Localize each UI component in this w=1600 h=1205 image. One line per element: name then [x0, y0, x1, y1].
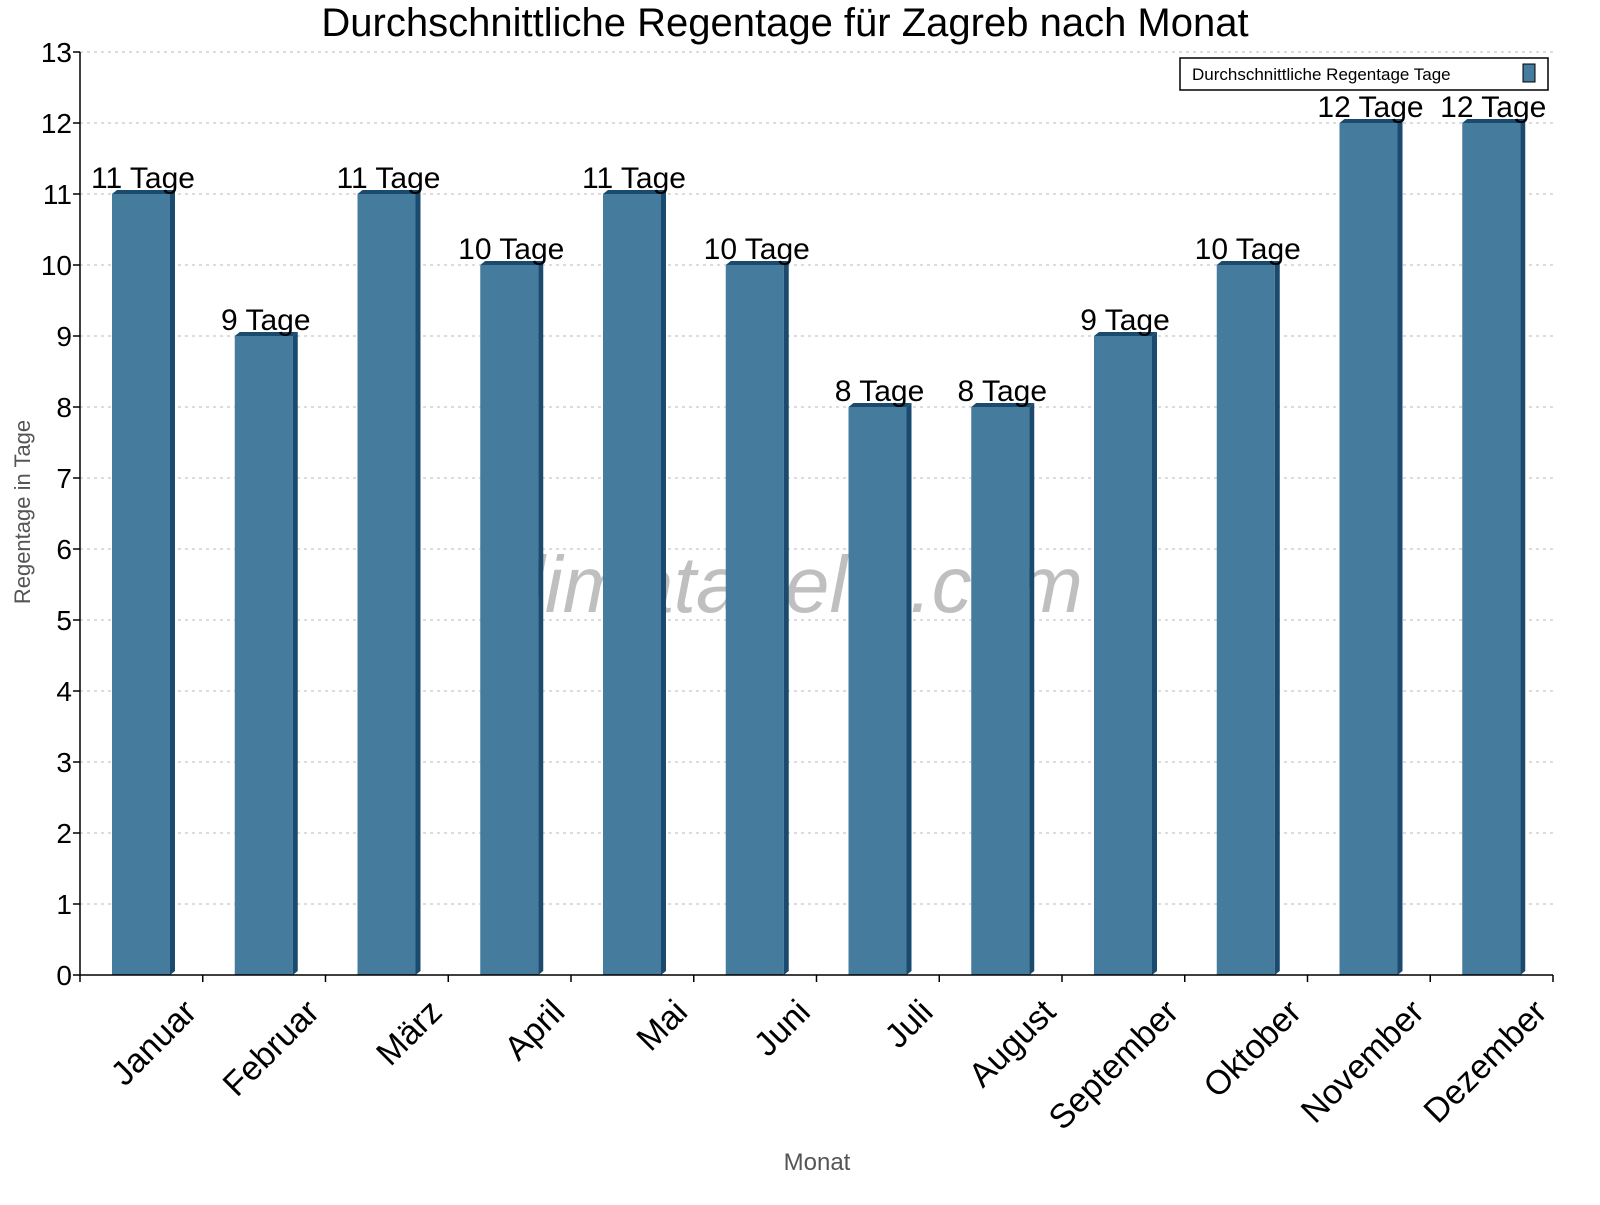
y-tick-label: 3	[56, 747, 72, 778]
bar-side	[415, 190, 421, 975]
data-label: 12 Tage	[1317, 91, 1423, 124]
bar-side	[292, 332, 298, 975]
y-tick-label: 7	[56, 463, 72, 494]
bar-side	[1520, 119, 1526, 975]
y-tick-label: 10	[41, 250, 72, 281]
data-label: 10 Tage	[1195, 233, 1301, 266]
y-tick-label: 4	[56, 676, 72, 707]
bar	[848, 407, 907, 975]
x-tick-label: Mai	[629, 993, 695, 1059]
x-tick-label: März	[369, 993, 449, 1073]
legend-label: Durchschnittliche Regentage Tage	[1192, 65, 1451, 84]
data-label: 9 Tage	[1080, 304, 1170, 337]
bar-top	[971, 403, 1035, 407]
y-tick-label: 6	[56, 534, 72, 565]
bar	[112, 194, 170, 975]
bar	[234, 336, 293, 975]
bar-top	[1094, 332, 1157, 336]
data-label: 11 Tage	[91, 162, 195, 195]
chart-title: Durchschnittliche Regentage für Zagreb n…	[321, 1, 1248, 45]
legend-box	[1179, 57, 1549, 91]
bar-side	[538, 261, 544, 975]
bar-top	[1462, 119, 1526, 123]
data-label: 10 Tage	[704, 233, 810, 266]
legend-swatch	[1522, 63, 1536, 83]
bar	[725, 265, 784, 975]
bar-top	[112, 190, 175, 194]
x-tick-label: Oktober	[1196, 993, 1308, 1105]
data-label: 11 Tage	[582, 162, 686, 195]
bar-top	[234, 332, 298, 336]
bar	[357, 194, 416, 975]
y-tick-label: 1	[56, 889, 72, 920]
x-tick-label: Dezember	[1416, 993, 1554, 1131]
bar	[971, 407, 1030, 975]
x-axis-label: Monat	[784, 1149, 851, 1176]
bar-side	[170, 190, 175, 975]
data-label: 10 Tage	[458, 233, 564, 266]
bar-top	[603, 190, 666, 194]
legend: Durchschnittliche Regentage Tage	[1179, 57, 1549, 91]
bar-top	[357, 190, 421, 194]
x-tick-label: Februar	[216, 993, 327, 1104]
x-tick-label: November	[1294, 993, 1432, 1131]
bar-top	[1339, 119, 1403, 123]
data-label: 9 Tage	[221, 304, 311, 337]
bar-side	[1397, 119, 1403, 975]
bar	[1339, 123, 1398, 975]
data-label: 8 Tage	[957, 375, 1047, 408]
bar-top	[848, 403, 912, 407]
data-label: 8 Tage	[835, 375, 925, 408]
bar	[1094, 336, 1152, 975]
bar-top	[480, 261, 544, 265]
y-axis-label: Regentage in Tage	[10, 420, 35, 604]
bar-side	[661, 190, 666, 975]
bar	[480, 265, 539, 975]
x-tick-label: Juni	[747, 993, 818, 1064]
y-tick-label: 12	[41, 108, 72, 139]
bar-side	[783, 261, 789, 975]
y-tick-label: 0	[56, 960, 72, 991]
x-tick-label: Juli	[878, 993, 941, 1056]
y-tick-label: 11	[43, 179, 72, 210]
y-tick-label: 13	[41, 37, 72, 68]
x-tick-label: September	[1042, 993, 1186, 1137]
data-label: 11 Tage	[337, 162, 441, 195]
bar	[1216, 265, 1275, 975]
bar-side	[1029, 403, 1035, 975]
bar	[603, 194, 661, 975]
y-tick-label: 5	[56, 605, 72, 636]
y-tick-label: 9	[56, 321, 72, 352]
gridlines	[80, 51, 1553, 905]
x-tick-label: Januar	[104, 993, 204, 1093]
y-tick-label: 8	[56, 392, 72, 423]
bar-side	[906, 403, 912, 975]
bar-top	[1216, 261, 1280, 265]
bar-top	[725, 261, 789, 265]
bars: 11 Tage 9 Tage 11 Tage 10 Tage 11 Tage 10 Tag…	[91, 91, 1546, 975]
bar-side	[1274, 261, 1280, 975]
data-label: 12 Tage	[1440, 91, 1546, 124]
x-tick-label: April	[497, 993, 572, 1068]
bar	[1462, 123, 1521, 975]
bar-side	[1152, 332, 1157, 975]
x-tick-label: August	[962, 992, 1064, 1094]
y-tick-label: 2	[56, 818, 72, 849]
